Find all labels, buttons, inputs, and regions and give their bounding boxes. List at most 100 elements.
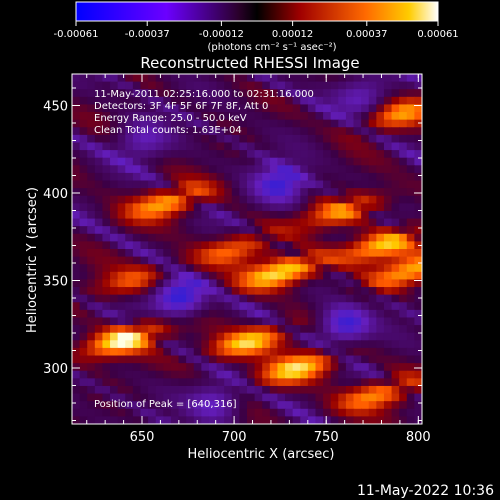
heatmap-cell (383, 302, 393, 311)
heatmap-cell (94, 370, 104, 379)
heatmap-cell (79, 393, 88, 402)
heatmap-cell (216, 203, 225, 212)
heatmap-cell (94, 378, 104, 387)
heatmap-cell (345, 218, 355, 227)
heatmap-cell (216, 287, 225, 296)
heatmap-cell (155, 385, 164, 395)
heatmap-cell (262, 347, 271, 357)
heatmap-cell (208, 134, 218, 144)
heatmap-cell (132, 370, 142, 379)
heatmap-cell (391, 325, 400, 334)
heatmap-cell (140, 294, 149, 303)
heatmap-cell (277, 408, 286, 417)
heatmap-cell (262, 165, 271, 174)
heatmap-cell (285, 233, 294, 242)
heatmap-cell (391, 416, 400, 424)
heatmap-cell (79, 385, 88, 395)
heatmap-cell (79, 347, 88, 357)
heatmap-cell (391, 112, 400, 121)
heatmap-cell (323, 294, 332, 303)
heatmap-cell (94, 385, 104, 395)
heatmap-cell (201, 172, 210, 182)
heatmap-cell (361, 81, 370, 90)
heatmap-cell (383, 172, 393, 182)
heatmap-cell (231, 150, 240, 159)
heatmap-cell (391, 150, 400, 159)
heatmap-cell (125, 172, 134, 182)
heatmap-cell (292, 96, 301, 106)
heatmap-cell (383, 385, 393, 395)
heatmap-cell (201, 347, 210, 357)
heatmap-cell (239, 363, 248, 372)
heatmap-cell (208, 279, 218, 288)
heatmap-cell (361, 332, 370, 341)
heatmap-cell (117, 363, 126, 372)
heatmap-cell (186, 241, 195, 250)
heatmap-cell (208, 264, 218, 273)
heatmap-cell (323, 317, 332, 326)
heatmap-cell (315, 347, 324, 357)
heatmap-cell (193, 393, 202, 402)
heatmap-cell (376, 112, 385, 121)
heatmap-cell (292, 119, 301, 128)
heatmap-cell (307, 279, 317, 288)
heatmap-cell (300, 325, 309, 334)
heatmap-cell (193, 287, 202, 296)
heatmap-cell (231, 96, 240, 106)
heatmap-cell (254, 188, 263, 197)
heatmap-cell (87, 416, 96, 424)
heatmap-cell (338, 203, 347, 212)
heatmap-cell (132, 195, 142, 204)
heatmap-cell (368, 210, 377, 220)
heatmap-cell (315, 165, 324, 174)
heatmap-cell (186, 264, 195, 273)
heatmap-cell (231, 241, 240, 250)
heatmap-cell (338, 363, 347, 372)
heatmap-cell (300, 127, 309, 136)
heatmap-cell (383, 340, 393, 349)
heatmap-cell (186, 89, 195, 98)
heatmap-cell (201, 112, 210, 121)
heatmap-cell (208, 355, 218, 364)
heatmap-cell (208, 210, 218, 220)
heatmap-cell (208, 317, 218, 326)
heatmap-cell (361, 96, 370, 106)
heatmap-cell (193, 241, 202, 250)
heatmap-cell (87, 287, 96, 296)
heatmap-cell (307, 294, 317, 303)
heatmap-cell (132, 332, 142, 341)
heatmap-cell (170, 302, 180, 311)
heatmap-cell (323, 249, 332, 258)
heatmap-cell (269, 325, 279, 334)
heatmap-cell (307, 165, 317, 174)
heatmap-cell (383, 317, 393, 326)
heatmap-cell (292, 340, 301, 349)
heatmap-cell (376, 294, 385, 303)
heatmap-cell (72, 317, 81, 326)
heatmap-cell (254, 309, 263, 319)
heatmap-cell (376, 241, 385, 250)
heatmap-cell (368, 332, 377, 341)
heatmap-cell (292, 385, 301, 395)
heatmap-cell (94, 96, 104, 106)
heatmap-cell (231, 385, 240, 395)
heatmap-cell (132, 180, 142, 189)
heatmap-cell (231, 393, 240, 402)
heatmap-cell (239, 370, 248, 379)
x-tick-label: 750 (314, 430, 339, 445)
heatmap-cell (148, 294, 157, 303)
heatmap-cell (262, 226, 271, 235)
heatmap-cell (361, 188, 370, 197)
x-axis-label: Heliocentric X (arcsec) (188, 447, 335, 462)
heatmap-cell (208, 96, 218, 106)
heatmap-cell (208, 127, 218, 136)
heatmap-cell (94, 363, 104, 372)
heatmap-cell (391, 188, 400, 197)
heatmap-cell (292, 264, 301, 273)
heatmap-cell (391, 172, 400, 182)
heatmap-cell (208, 157, 218, 166)
heatmap-cell (239, 150, 248, 159)
heatmap-cell (277, 363, 286, 372)
heatmap-cell (110, 332, 119, 341)
heatmap-cell (102, 127, 111, 136)
